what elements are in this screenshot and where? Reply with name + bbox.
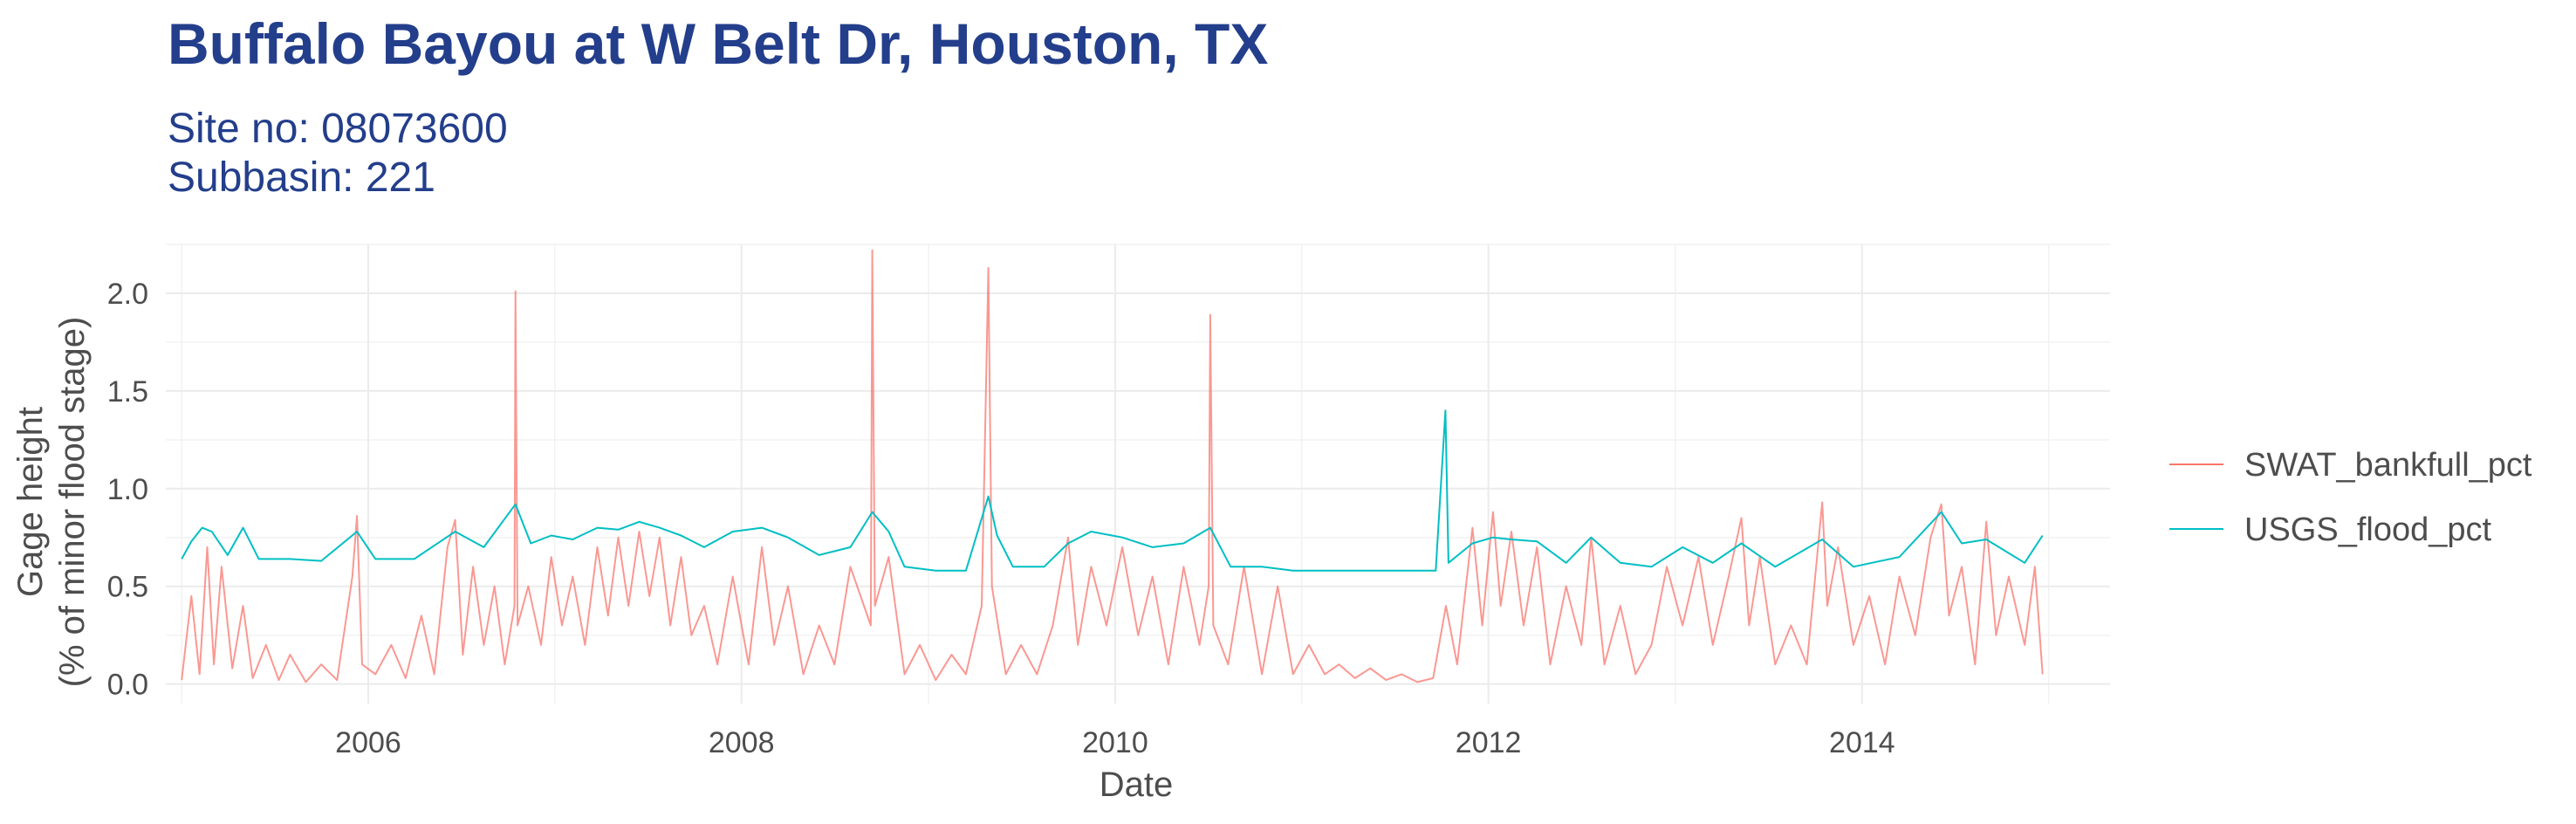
legend-item-swat-bankfull-pct: SWAT_bankfull_pct (2169, 447, 2532, 484)
legend-label: USGS_flood_pct (2244, 512, 2491, 548)
grid-minor (166, 244, 2110, 704)
series-line-usgs-flood-pct (181, 409, 2044, 572)
legend-item-usgs-flood-pct: USGS_flood_pct (2169, 512, 2491, 548)
y-tick-label: 1.0 (107, 473, 148, 506)
x-tick-label: 2008 (709, 726, 775, 759)
legend: SWAT_bankfull_pct USGS_flood_pct (2169, 447, 2532, 548)
y-axis-title: Gage height (% of minor flood stage) (11, 317, 92, 688)
y-axis-title-line1: Gage height (11, 407, 50, 597)
x-tick-label: 2006 (335, 726, 401, 759)
series-line-swat-bankfull-pct (181, 249, 2044, 683)
chart-title: Buffalo Bayou at W Belt Dr, Houston, TX (168, 11, 1269, 76)
x-axis-title: Date (1100, 766, 1174, 804)
x-tick-label: 2010 (1082, 726, 1148, 759)
x-axis-ticks: 2006 2008 2010 2012 2014 (335, 726, 1895, 759)
y-axis-title-line2: (% of minor flood stage) (53, 317, 92, 688)
y-tick-label: 0.0 (107, 669, 148, 702)
legend-label: SWAT_bankfull_pct (2244, 447, 2532, 484)
chart-subtitle-subbasin: Subbasin: 221 (168, 154, 435, 201)
x-tick-label: 2012 (1456, 726, 1522, 759)
y-axis-ticks: 0.0 0.5 1.0 1.5 2.0 (107, 278, 148, 702)
x-tick-label: 2014 (1829, 726, 1895, 759)
series-layer (181, 249, 2044, 683)
y-tick-label: 2.0 (107, 278, 148, 311)
chart-subtitle-site: Site no: 08073600 (168, 106, 508, 152)
y-tick-label: 0.5 (107, 571, 148, 604)
y-tick-label: 1.5 (107, 375, 148, 409)
